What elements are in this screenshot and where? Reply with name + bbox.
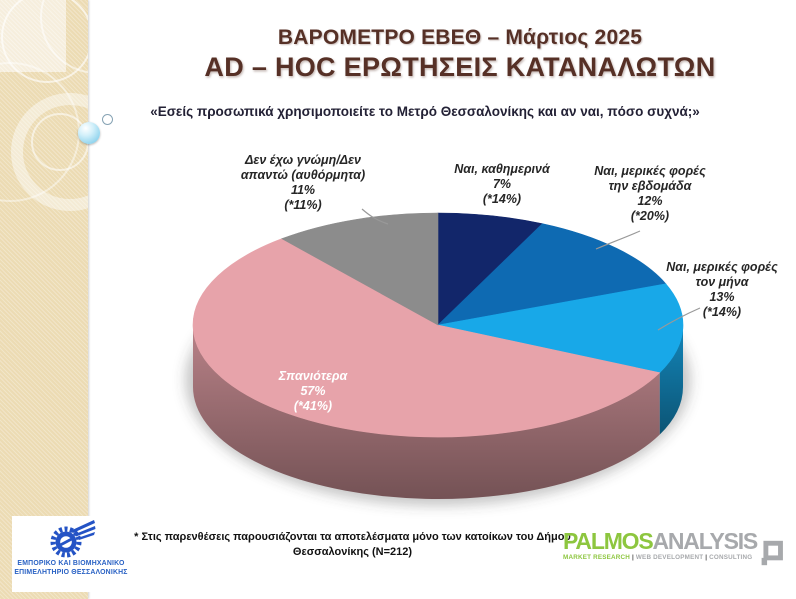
pie-label-value: 57%: [300, 384, 326, 398]
ebeh-logo-line1: ΕΜΠΟΡΙΚΟ ΚΑΙ ΒΙΟΜΗΧΑΝΙΚΟ: [17, 560, 125, 567]
pie-label-weekly: Ναι, μερικές φορές την εβδομάδα 12% (*20…: [575, 164, 725, 224]
slide-title-line1: ΒΑΡΟΜΕΤΡΟ ΕΒΕΘ – Μάρτιος 2025: [277, 26, 643, 49]
decorative-ring: [31, 113, 88, 171]
title-block: ΒΑΡΟΜΕΤΡΟ ΕΒΕΘ – Μάρτιος 2025 AD – HOC Ε…: [110, 26, 796, 83]
pie-slice-4: [281, 212, 439, 326]
pie-label-value: 12%: [637, 194, 663, 208]
tagline-separator: |: [705, 554, 708, 561]
pie-label-value: 7%: [492, 177, 512, 191]
pie-label-subvalue: (*41%): [293, 399, 333, 413]
decorative-sphere-icon: [78, 122, 100, 144]
palmos-logo-name: PALMOSANALYSIS: [563, 528, 758, 554]
pie-label-text: Ναι, καθημερινά: [454, 162, 550, 176]
slide-title-line2: AD – HOC ΕΡΩΤΗΣΕΙΣ ΚΑΤΑΝΑΛΩΤΩΝ: [204, 52, 716, 82]
pie-label-text: Ναι, μερικές φορές: [666, 260, 778, 274]
pie-side-2: [659, 325, 683, 435]
decorative-small-circle-icon: [102, 114, 113, 125]
palmos-logo-name-green: PALMOS: [563, 528, 654, 554]
leader-line-weekly: [595, 230, 641, 250]
pie-label-daily: Ναι, καθημερινά 7% (*14%): [427, 162, 577, 207]
chart-question: «Εσείς προσωπικά χρησιμοποιείτε το Μετρό…: [150, 104, 700, 119]
pie-label-text: Σπανιότερα: [278, 369, 348, 383]
pie-label-value: 13%: [709, 290, 735, 304]
pie-label-text: την εβδομάδα: [608, 179, 692, 193]
footnote-line2: Θεσσαλονίκης (N=212): [292, 546, 413, 558]
pie-label-text: απαντώ (αυθόρμητα): [240, 168, 366, 182]
tagline-separator: |: [631, 554, 634, 561]
tagline-market-research: MARKET RESEARCH: [563, 554, 631, 561]
pie-label-subvalue: (*14%): [702, 305, 742, 319]
tagline-consulting: CONSULTING: [709, 554, 753, 561]
pie-label-text: τον μήνα: [695, 275, 749, 289]
ebeh-logo-line2: ΕΠΙΜΕΛΗΤΗΡΙΟ ΘΕΣΣΑΛΟΝΙΚΗΣ: [14, 569, 128, 576]
pie-label-subvalue: (*14%): [482, 192, 522, 206]
footnote: * Στις παρενθέσεις παρουσιάζονται τα απο…: [130, 530, 575, 560]
pie-label-rarely: Σπανιότερα 57% (*41%): [233, 369, 393, 414]
palmos-logo-name-gray: ANALYSIS: [652, 528, 758, 554]
tagline-web-development: WEB DEVELOPMENT: [635, 554, 704, 561]
decorative-side-strip: [0, 0, 88, 599]
footnote-line1: * Στις παρενθέσεις παρουσιάζονται τα απο…: [134, 531, 571, 543]
palmos-logo-tagline: MARKET RESEARCH | WEB DEVELOPMENT | CONS…: [563, 554, 757, 561]
pie-label-text: Ναι, μερικές φορές: [594, 164, 706, 178]
pie-label-text: Δεν έχω γνώμη/Δεν: [244, 153, 362, 167]
pie-label-no-opinion: Δεν έχω γνώμη/Δεν απαντώ (αυθόρμητα) 11%…: [193, 153, 413, 213]
ebeh-gear-wing-icon: [50, 520, 96, 558]
palmos-analysis-logo: PALMOSANALYSIS MARKET RESEARCH | WEB DEV…: [563, 529, 783, 575]
pie-label-subvalue: (*11%): [284, 198, 322, 212]
palmos-square-mark-icon: [761, 540, 783, 566]
pie-label-subvalue: (*20%): [630, 209, 670, 223]
pie-label-monthly: Ναι, μερικές φορές τον μήνα 13% (*14%): [647, 260, 796, 320]
pie-slice-0: [437, 212, 543, 326]
pie-slice-1: [437, 223, 667, 326]
pie-label-value: 11%: [290, 183, 316, 197]
ebeh-logo: ΕΜΠΟΡΙΚΟ ΚΑΙ ΒΙΟΜΗΧΑΝΙΚΟ ΕΠΙΜΕΛΗΤΗΡΙΟ ΘΕ…: [12, 516, 130, 592]
